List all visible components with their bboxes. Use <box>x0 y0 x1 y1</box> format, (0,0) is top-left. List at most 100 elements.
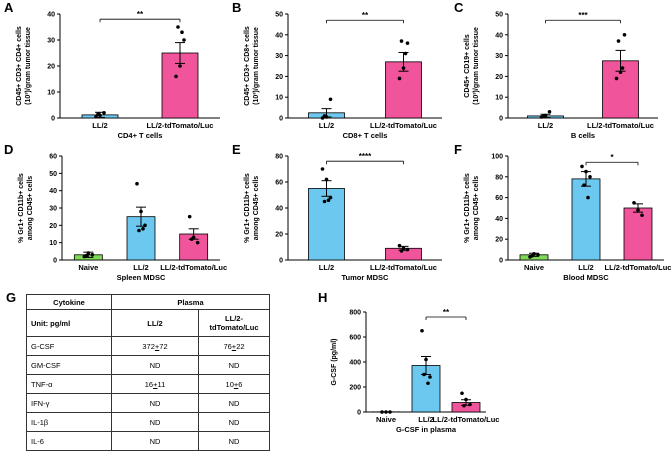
data-point <box>541 114 546 119</box>
y-tick-label: 30 <box>47 38 55 45</box>
data-point <box>326 198 331 202</box>
table-cell-cytokine: IL-1β <box>26 412 112 432</box>
table-col-ll2-tdtomato: LL/2- tdTomato/Luc <box>198 309 270 337</box>
y-tick-label: 20 <box>495 237 503 244</box>
y-tick-label: 0 <box>499 258 503 265</box>
x-tick-label: LL/2-tdTomato/Luc <box>370 263 437 272</box>
data-point <box>622 33 627 37</box>
data-point <box>580 164 584 169</box>
y-tick-label: 0 <box>279 116 283 123</box>
y-tick-label: 10 <box>47 90 55 97</box>
bar <box>571 178 601 261</box>
y-tick-label: 800 <box>349 310 361 317</box>
data-point <box>399 39 404 43</box>
panel-f-blood-mdsc: F % Gr1+ CD11b+ cells among CD45+ cells 0 20… <box>450 142 671 282</box>
y-tick-label: 10 <box>275 95 283 102</box>
table-unit-cell: Unit: pg/ml <box>26 309 112 337</box>
table-body: G-CSF 372+72 76+22 GM-CSF ND ND TNF-α 16+11 10+6… <box>26 336 270 451</box>
data-point <box>632 201 636 205</box>
table-cell-cytokine: GM-CSF <box>26 355 112 375</box>
table-row: IL-6 ND ND <box>26 431 270 451</box>
table-cell-cytokine: IL-6 <box>26 431 112 451</box>
data-point <box>180 30 184 34</box>
y-tick-label: 40 <box>49 188 57 195</box>
data-point <box>397 76 402 81</box>
table-cell-value: ND <box>198 355 270 375</box>
chart-svg: H G-CSF (pg/ml) 0 200 400 600 800 Naive LL/2LL/2… <box>318 290 499 434</box>
x-tick-label: LL/2 <box>92 121 107 130</box>
cytokine-table: Cytokine Plasma Unit: pg/ml LL/2 LL/2- t… <box>26 294 270 451</box>
x-tick-label: LL/2-tdTomato/Luc <box>370 121 437 130</box>
y-tick-label: 50 <box>275 12 283 19</box>
data-point <box>322 199 327 204</box>
data-point <box>96 112 100 116</box>
chart-svg: E % Gr1+ CD11b+ cells among CD45+ cells 0 20… <box>232 142 442 282</box>
panel-b-cd8-t-cells: B CD45+ CD3+ CD8+ cells (10³)/gram tumor t… <box>228 0 450 140</box>
table-cell-value: 10+6 <box>198 374 270 394</box>
table-cell-value: ND <box>111 393 199 413</box>
y-tick-label: 0 <box>53 258 57 265</box>
y-axis-label: % Gr1+ CD11b+ cells <box>18 173 25 243</box>
y-tick-label: 40 <box>47 12 55 19</box>
panel-c-b-cells: C CD45+ CD19+ cells (10³)/gram tumor tissu… <box>450 0 671 140</box>
data-point <box>141 227 145 231</box>
panel-letter: B <box>232 0 241 15</box>
y-tick-label: 80 <box>495 174 503 181</box>
data-point <box>94 114 98 119</box>
data-point <box>187 214 192 219</box>
panel-letter: D <box>4 142 13 157</box>
chart-svg: B CD45+ CD3+ CD8+ cells (10³)/gram tumor t… <box>232 0 442 140</box>
y-tick-label: 50 <box>49 171 57 178</box>
data-point <box>176 25 180 29</box>
panel-e-tumor-mdsc: E % Gr1+ CD11b+ cells among CD45+ cells 0 20… <box>228 142 450 282</box>
y-tick-label: 20 <box>275 232 283 239</box>
data-point <box>636 208 640 212</box>
table-row: G-CSF 372+72 76+22 <box>26 336 270 356</box>
table-cell-value: ND <box>111 355 199 375</box>
y-axis-label: among CD45+ cells <box>473 176 480 240</box>
x-tick-label: LL/2 <box>538 121 553 130</box>
data-point <box>135 181 139 186</box>
table-cell-value: 372+72 <box>111 336 199 356</box>
table-header-plasma: Plasma <box>111 294 270 310</box>
y-tick-label: 40 <box>275 206 283 213</box>
x-tick-label: LL/2 <box>319 121 334 130</box>
data-point <box>322 114 327 118</box>
significance-label: *** <box>578 11 588 20</box>
table-cell-value: 16+11 <box>111 374 199 394</box>
data-point <box>178 64 182 68</box>
chart-svg: F % Gr1+ CD11b+ cells among CD45+ cells 0 20… <box>454 142 671 282</box>
data-point <box>460 391 464 396</box>
data-point <box>464 397 468 402</box>
x-axis-title: Tumor MDSC <box>342 273 390 282</box>
significance-label: * <box>610 153 614 162</box>
x-tick-label: Naive <box>524 263 544 272</box>
data-point <box>388 410 392 414</box>
y-axis-label: (10³)/gram tumor tissue <box>25 27 32 105</box>
data-point <box>139 209 143 214</box>
x-axis-title: CD4+ T cells <box>118 131 163 140</box>
data-point <box>462 403 466 408</box>
x-axis-title: B cells <box>571 131 595 140</box>
panel-h-gcsf-plasma: H G-CSF (pg/ml) 0 200 400 600 800 Naive LL/2 LL/2… <box>314 290 499 439</box>
x-axis-title: Spleen MDSC <box>117 273 166 282</box>
data-point <box>614 76 619 81</box>
y-tick-label: 0 <box>51 116 55 123</box>
table-col-ll2: LL/2 <box>111 309 199 337</box>
data-point <box>380 410 384 414</box>
data-point <box>401 66 406 70</box>
data-point <box>420 328 424 333</box>
y-tick-label: 0 <box>357 410 361 417</box>
x-axis-title: Blood MDSC <box>563 273 609 282</box>
data-point <box>90 253 95 257</box>
y-tick-label: 10 <box>49 240 57 247</box>
table-cell-cytokine: TNF-α <box>26 374 112 394</box>
y-tick-label: 20 <box>495 74 503 81</box>
data-point <box>584 169 588 174</box>
table-cell-cytokine: G-CSF <box>26 336 112 356</box>
y-tick-label: 60 <box>275 180 283 187</box>
x-tick-label: LL/2-tdTomato/Luc <box>605 263 671 272</box>
y-tick-label: 400 <box>349 360 361 367</box>
chart-svg: D % Gr1+ CD11b+ cells among CD45+ cells 0 10… <box>4 142 227 282</box>
x-tick-label: LL/2 <box>319 263 334 272</box>
